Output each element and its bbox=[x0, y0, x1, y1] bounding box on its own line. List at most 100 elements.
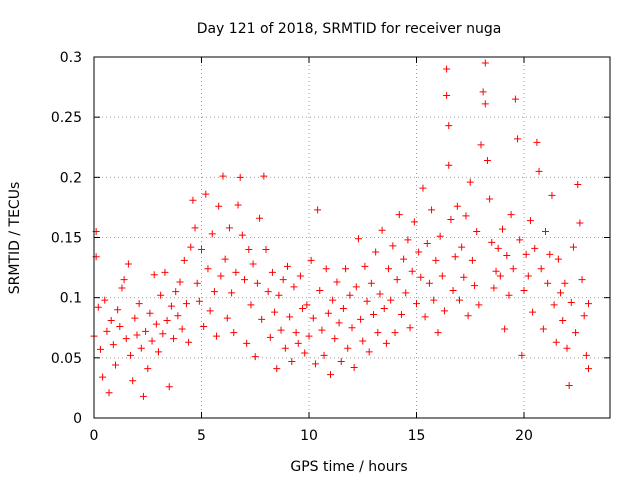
data-point-marker bbox=[443, 92, 451, 100]
data-point-marker bbox=[344, 344, 352, 352]
plot-frame bbox=[93, 56, 611, 419]
data-point-marker bbox=[155, 348, 162, 356]
data-point-marker bbox=[167, 302, 175, 310]
data-point-marker bbox=[419, 184, 427, 192]
data-point-marker bbox=[206, 307, 214, 315]
data-point-marker bbox=[105, 389, 113, 397]
data-point-marker bbox=[127, 351, 135, 359]
data-point-marker bbox=[339, 304, 347, 312]
data-point-marker bbox=[284, 262, 291, 270]
x-tick-label: 15 bbox=[408, 428, 426, 444]
data-point-marker bbox=[161, 268, 169, 276]
data-point-marker bbox=[518, 351, 526, 359]
data-point-marker bbox=[202, 190, 210, 198]
data-point-marker bbox=[322, 265, 330, 273]
data-point-marker bbox=[294, 339, 302, 347]
y-axis-label: SRMTID / TECUs bbox=[7, 182, 23, 295]
data-point-marker bbox=[354, 235, 362, 243]
chart-title: Day 121 of 2018, SRMTID for receiver nug… bbox=[197, 21, 502, 37]
data-point-marker bbox=[378, 226, 386, 234]
data-point-marker bbox=[163, 317, 171, 325]
data-point-marker bbox=[374, 329, 382, 337]
data-point-marker bbox=[247, 301, 255, 309]
y-tick-label: 0.25 bbox=[51, 110, 82, 126]
data-point-marker bbox=[397, 311, 405, 319]
data-point-marker bbox=[292, 329, 300, 337]
data-point-marker bbox=[524, 272, 532, 280]
data-point-marker bbox=[565, 382, 573, 390]
data-point-marker bbox=[567, 298, 575, 306]
data-point-marker bbox=[462, 212, 470, 220]
data-point-marker bbox=[477, 141, 485, 149]
data-point-marker bbox=[434, 329, 442, 337]
data-point-marker bbox=[585, 300, 592, 308]
data-point-marker bbox=[413, 300, 420, 308]
data-point-marker bbox=[370, 311, 377, 319]
data-point-marker bbox=[135, 300, 143, 308]
data-point-marker bbox=[260, 172, 268, 180]
data-point-marker bbox=[421, 313, 429, 321]
data-point-marker bbox=[116, 323, 124, 331]
data-point-marker bbox=[468, 256, 476, 264]
data-point-marker bbox=[537, 265, 545, 273]
data-point-marker bbox=[286, 313, 294, 321]
data-point-marker bbox=[496, 272, 504, 280]
data-point-marker bbox=[271, 308, 279, 316]
data-point-marker bbox=[475, 301, 483, 309]
data-point-marker bbox=[464, 312, 472, 320]
data-point-marker bbox=[445, 122, 453, 130]
data-point-marker bbox=[456, 296, 463, 304]
data-point-marker bbox=[96, 345, 104, 353]
data-point-marker bbox=[569, 243, 577, 251]
data-point-marker bbox=[346, 291, 354, 299]
y-tick-label: 0.05 bbox=[51, 351, 82, 367]
data-point-marker bbox=[531, 244, 539, 252]
data-point-marker bbox=[251, 353, 259, 361]
data-point-marker bbox=[361, 262, 369, 270]
data-point-marker bbox=[550, 301, 558, 309]
data-point-marker bbox=[139, 392, 147, 400]
data-point-marker bbox=[146, 309, 154, 317]
data-point-marker bbox=[585, 365, 592, 373]
data-point-marker bbox=[180, 256, 188, 264]
data-point-marker bbox=[311, 360, 319, 368]
data-point-marker bbox=[124, 260, 132, 268]
y-tick-label: 0.2 bbox=[60, 170, 82, 186]
data-point-marker bbox=[404, 236, 412, 244]
data-point-marker bbox=[137, 344, 145, 352]
data-point-marker bbox=[314, 206, 322, 214]
data-point-marker bbox=[554, 255, 562, 263]
data-point-marker bbox=[380, 304, 388, 312]
data-point-marker bbox=[101, 296, 109, 304]
data-point-marker bbox=[253, 279, 261, 287]
data-point-marker bbox=[331, 335, 339, 343]
data-point-marker bbox=[296, 272, 304, 280]
x-tick-label: 20 bbox=[515, 428, 533, 444]
data-point-marker bbox=[494, 244, 502, 252]
data-point-marker bbox=[266, 333, 274, 341]
data-point-marker bbox=[299, 304, 307, 312]
data-point-marker bbox=[281, 344, 289, 352]
data-point-marker bbox=[208, 230, 216, 238]
data-point-marker bbox=[122, 335, 130, 343]
data-point-marker bbox=[277, 326, 285, 334]
data-point-marker bbox=[178, 325, 186, 333]
data-point-marker bbox=[492, 267, 500, 275]
data-point-marker bbox=[576, 219, 584, 227]
grid-lines bbox=[94, 57, 610, 418]
data-point-marker bbox=[479, 88, 487, 96]
data-point-marker bbox=[342, 265, 350, 273]
y-tick-label: 0.1 bbox=[60, 291, 82, 307]
data-point-marker bbox=[552, 338, 560, 346]
data-point-marker bbox=[572, 329, 580, 337]
x-axis-label: GPS time / hours bbox=[290, 459, 407, 475]
data-point-marker bbox=[372, 248, 380, 256]
data-point-marker bbox=[460, 273, 468, 281]
data-point-marker bbox=[109, 341, 117, 349]
data-point-marker bbox=[241, 276, 248, 284]
data-point-marker bbox=[443, 65, 451, 73]
data-point-marker bbox=[503, 252, 511, 260]
data-point-marker bbox=[157, 291, 165, 299]
data-point-marker bbox=[432, 256, 440, 264]
data-point-marker bbox=[219, 172, 227, 180]
